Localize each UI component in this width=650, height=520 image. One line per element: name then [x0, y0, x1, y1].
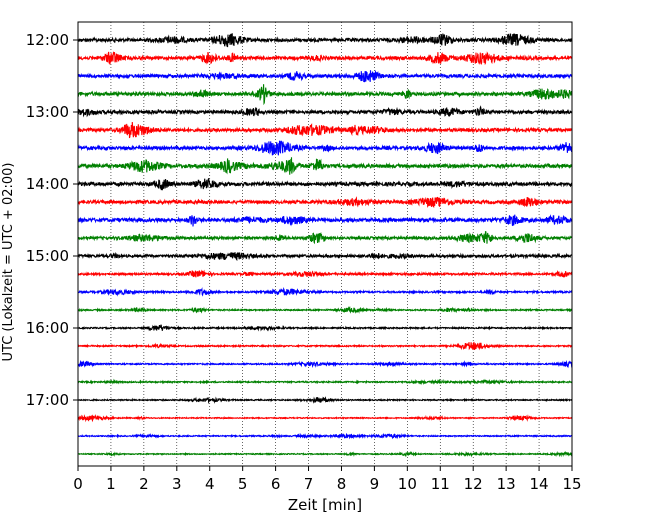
trace-line [77, 121, 573, 139]
trace-line [77, 341, 573, 351]
x-tick-label: 4 [205, 475, 215, 493]
trace-line [77, 51, 573, 66]
trace-line [77, 214, 573, 227]
trace-line [77, 178, 573, 191]
y-ticks: 12:00 13:00 14:00 15:00 16:00 17:00 [26, 31, 78, 409]
y-tick-label: 13:00 [26, 103, 69, 121]
x-tick-label: 10 [398, 475, 417, 493]
trace-line [77, 157, 573, 175]
y-tick-label: 16:00 [26, 319, 69, 337]
y-axis-label: UTC (Lokalzeit = UTC + 02:00) [1, 163, 16, 362]
x-tick-label: 8 [337, 475, 347, 493]
x-tick-label: 13 [497, 475, 516, 493]
trace-line [77, 69, 573, 83]
trace-line [77, 450, 573, 458]
x-ticks: 0 1 2 3 4 5 6 7 8 9 10 11 12 13 14 15 [73, 466, 582, 493]
trace-line [77, 324, 573, 332]
y-tick-label: 17:00 [26, 391, 69, 409]
trace-line [77, 378, 573, 386]
x-tick-label: 6 [271, 475, 281, 493]
trace-line [77, 231, 572, 245]
trace-line [77, 306, 573, 314]
x-tick-label: 1 [106, 475, 116, 493]
trace-line [77, 269, 573, 278]
trace-line [77, 432, 573, 440]
trace-line [77, 252, 573, 262]
traces-layer [77, 33, 573, 458]
x-tick-label: 3 [172, 475, 182, 493]
trace-line [77, 84, 573, 106]
y-tick-label: 14:00 [26, 175, 69, 193]
trace-line [77, 196, 573, 208]
x-tick-label: 14 [530, 475, 549, 493]
x-tick-label: 11 [431, 475, 450, 493]
x-tick-label: 15 [562, 475, 581, 493]
plot-frame [77, 21, 573, 467]
x-tick-label: 7 [304, 475, 314, 493]
x-axis-label: Zeit [min] [288, 496, 362, 514]
x-tick-label: 9 [370, 475, 380, 493]
x-tick-label: 5 [238, 475, 248, 493]
x-tick-label: 2 [139, 475, 149, 493]
y-tick-label: 12:00 [26, 31, 69, 49]
grid-layer [110, 22, 540, 466]
trace-line [77, 33, 573, 48]
x-tick-label: 0 [73, 475, 83, 493]
x-tick-label: 12 [464, 475, 483, 493]
trace-line [77, 105, 573, 118]
trace-line [77, 414, 573, 423]
trace-line [77, 359, 573, 369]
trace-line [77, 287, 573, 297]
y-tick-label: 15:00 [26, 247, 69, 265]
trace-line [77, 396, 573, 405]
trace-line [77, 140, 573, 156]
